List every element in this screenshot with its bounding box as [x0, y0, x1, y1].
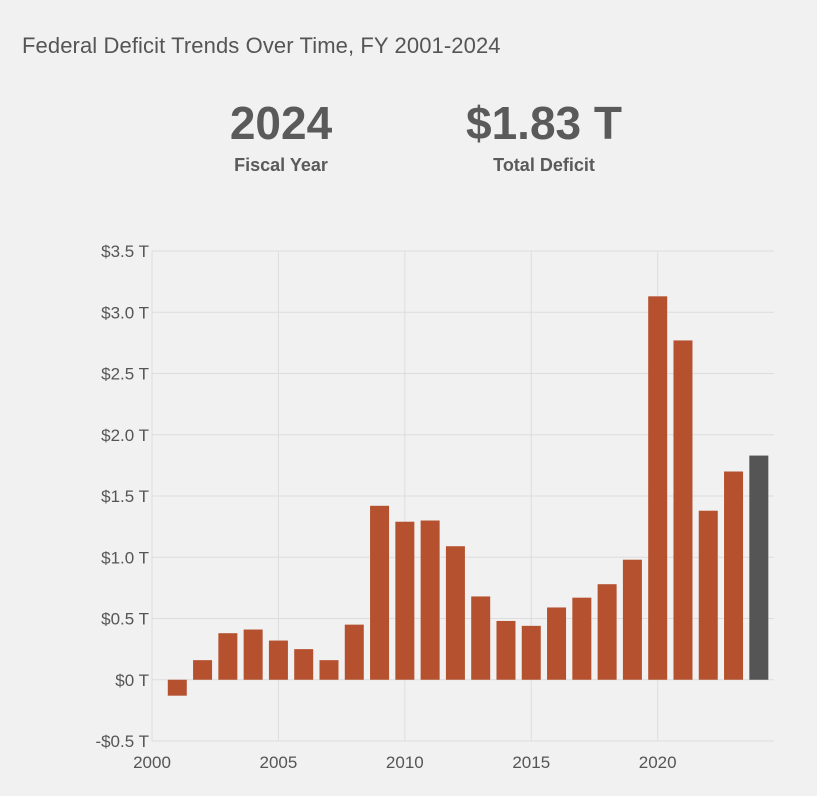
fiscal-year-label: Fiscal Year — [234, 155, 328, 175]
bar-2010 — [395, 521, 415, 680]
bar-2015 — [521, 625, 541, 680]
bar-2014 — [496, 620, 516, 680]
y-tick-label: $2.0 T — [101, 426, 149, 445]
y-tick-label: $3.0 T — [101, 303, 149, 322]
bar-2012 — [445, 546, 465, 680]
bar-2024 — [749, 455, 769, 680]
x-tick-label: 2005 — [260, 753, 298, 772]
bar-2013 — [471, 596, 491, 680]
bar-2009 — [370, 505, 390, 680]
total-deficit-value: $1.83 T — [466, 97, 622, 149]
fiscal-year-stat: 2024 Fiscal Year — [196, 95, 366, 176]
total-deficit-label: Total Deficit — [493, 155, 595, 175]
x-tick-label: 2015 — [512, 753, 550, 772]
bar-2019 — [622, 559, 642, 680]
bar-2006 — [294, 649, 314, 680]
bar-2001 — [167, 679, 187, 696]
y-tick-label: $0 T — [115, 671, 149, 690]
x-tick-label: 2000 — [133, 753, 171, 772]
bar-2007 — [319, 660, 339, 680]
bar-2021 — [673, 340, 693, 680]
bar-2020 — [648, 296, 668, 680]
bar-2017 — [572, 597, 592, 680]
bar-2011 — [420, 520, 440, 680]
y-tick-label: $0.5 T — [101, 610, 149, 629]
bar-2002 — [193, 660, 213, 680]
chart-title: Federal Deficit Trends Over Time, FY 200… — [22, 33, 501, 58]
fiscal-year-value: 2024 — [229, 97, 333, 149]
bar-2016 — [547, 607, 567, 680]
y-tick-label: $1.5 T — [101, 487, 149, 506]
y-tick-label: -$0.5 T — [95, 732, 149, 751]
bar-2004 — [243, 629, 263, 680]
bar-2003 — [218, 633, 238, 680]
x-tick-label: 2020 — [639, 753, 677, 772]
bar-2005 — [268, 640, 288, 680]
total-deficit-stat: $1.83 T Total Deficit — [434, 95, 654, 176]
bar-2018 — [597, 584, 617, 680]
bar-2023 — [724, 471, 744, 680]
y-tick-label: $2.5 T — [101, 365, 149, 384]
y-tick-label: $3.5 T — [101, 242, 149, 261]
bar-2008 — [344, 624, 364, 680]
y-tick-label: $1.0 T — [101, 548, 149, 567]
x-tick-label: 2010 — [386, 753, 424, 772]
bar-2022 — [698, 510, 718, 680]
